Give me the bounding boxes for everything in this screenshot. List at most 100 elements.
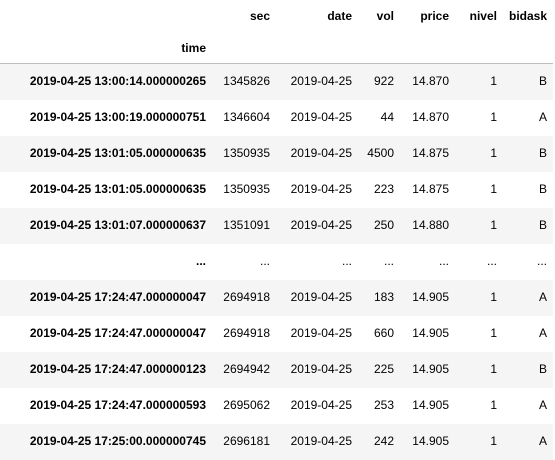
cell-vol: 250	[373, 218, 394, 232]
cell-vol: 223	[373, 182, 394, 196]
row-index-time: 2019-04-25 13:01:05.000000635	[29, 182, 206, 196]
column-header-price: price	[420, 9, 449, 23]
row-index-time: 2019-04-25 17:24:47.000000047	[29, 290, 206, 304]
cell-price: 14.905	[412, 434, 449, 448]
table-header: sec date vol price nivel bidask time	[0, 0, 553, 64]
row-index-time: 2019-04-25 17:24:47.000000123	[29, 362, 206, 376]
cell-vol: 44	[380, 110, 394, 124]
column-header-date: date	[327, 9, 352, 23]
index-row-blank	[503, 33, 553, 64]
table-row: 2019-04-25 13:00:19.000000751 1346604 2019…	[0, 100, 553, 136]
cell-bidask: A	[538, 326, 547, 340]
cell-sec: 1346604	[223, 110, 270, 124]
row-index-time: 2019-04-25 17:24:47.000000593	[29, 398, 206, 412]
cell-price: 14.880	[412, 218, 449, 232]
cell-vol: 660	[373, 326, 394, 340]
cell-vol: 183	[373, 290, 394, 304]
index-name-header: time	[181, 40, 206, 55]
cell-date: 2019-04-25	[290, 398, 352, 412]
cell-nivel: 1	[490, 182, 497, 196]
cell-nivel: 1	[490, 146, 497, 160]
row-index-time: 2019-04-25 13:00:14.000000265	[29, 74, 206, 89]
row-index-time: ...	[195, 254, 206, 268]
cell-nivel: 1	[490, 290, 497, 304]
cell-price: 14.905	[412, 362, 449, 376]
cell-date: 2019-04-25	[290, 290, 352, 304]
column-header-row: sec date vol price nivel bidask	[0, 0, 553, 33]
cell-sec: 1350935	[223, 182, 270, 196]
cell-nivel: 1	[490, 398, 497, 412]
row-index-time: 2019-04-25 13:00:19.000000751	[29, 110, 206, 124]
row-index-time: 2019-04-25 13:01:05.000000635	[29, 146, 206, 160]
cell-nivel: 1	[490, 74, 497, 89]
table-row: 2019-04-25 17:24:47.000000593 2695062 2019…	[0, 388, 553, 424]
cell-date: 2019-04-25	[290, 326, 352, 340]
table-row: 2019-04-25 13:01:07.000000637 1351091 2019…	[0, 207, 553, 244]
row-index-time: 2019-04-25 17:25:00.000000745	[29, 434, 206, 448]
cell-bidask: B	[538, 74, 547, 89]
table-row: 2019-04-25 17:25:00.000000745 2696181 2019…	[0, 423, 553, 460]
table-body: 2019-04-25 13:00:14.000000265 1345826 2019…	[0, 63, 553, 460]
cell-price: 14.905	[412, 290, 449, 304]
cell-sec: 2695062	[223, 398, 270, 412]
cell-date: 2019-04-25	[290, 146, 352, 160]
cell-bidask: B	[538, 218, 547, 232]
cell-sec: 1351091	[223, 218, 270, 232]
cell-date: 2019-04-25	[290, 110, 352, 124]
cell-bidask: B	[538, 182, 547, 196]
table-row: 2019-04-25 13:01:05.000000635 1350935 2019…	[0, 135, 553, 172]
row-index-time: 2019-04-25 13:01:07.000000637	[29, 218, 206, 232]
table-row: .....................	[0, 244, 553, 280]
column-header-sec: sec	[249, 9, 270, 23]
index-row-blank	[276, 33, 358, 64]
cell-price: 14.905	[412, 326, 449, 340]
cell-sec: 2694942	[223, 362, 270, 376]
table-row: 2019-04-25 17:24:47.000000047 2694918 2019…	[0, 279, 553, 316]
cell-bidask: A	[538, 398, 547, 412]
cell-nivel: 1	[490, 326, 497, 340]
cell-date: ...	[341, 254, 352, 268]
cell-sec: 2694918	[223, 326, 270, 340]
cell-price: 14.875	[412, 146, 449, 160]
cell-bidask: ...	[536, 254, 547, 268]
cell-bidask: B	[538, 362, 547, 376]
cell-date: 2019-04-25	[290, 362, 352, 376]
column-header-vol: vol	[376, 9, 394, 23]
cell-vol: 242	[373, 434, 394, 448]
table-row: 2019-04-25 13:01:05.000000635 1350935 2019…	[0, 172, 553, 208]
cell-bidask: A	[538, 290, 547, 304]
cell-nivel: ...	[486, 254, 497, 268]
table-row: 2019-04-25 17:24:47.000000123 2694942 2019…	[0, 351, 553, 388]
cell-bidask: A	[538, 434, 547, 448]
cell-date: 2019-04-25	[290, 434, 352, 448]
cell-date: 2019-04-25	[290, 182, 352, 196]
cell-nivel: 1	[490, 362, 497, 376]
row-index-time: 2019-04-25 17:24:47.000000047	[29, 326, 206, 340]
cell-bidask: B	[538, 146, 547, 160]
cell-price: 14.870	[412, 110, 449, 124]
cell-sec: 2696181	[223, 434, 270, 448]
column-header-bidask: bidask	[509, 9, 548, 23]
index-row-blank	[400, 33, 455, 64]
cell-nivel: 1	[490, 110, 497, 124]
index-name-row: time	[0, 33, 553, 64]
table-row: 2019-04-25 17:24:47.000000047 2694918 2019…	[0, 316, 553, 352]
cell-vol: 253	[373, 398, 394, 412]
cell-sec: 1345826	[223, 74, 270, 89]
cell-date: 2019-04-25	[290, 218, 352, 232]
cell-vol: 225	[373, 362, 394, 376]
index-row-blank	[358, 33, 400, 64]
cell-price: 14.870	[412, 74, 449, 89]
index-row-blank	[455, 33, 503, 64]
index-row-blank	[212, 33, 276, 64]
cell-sec: ...	[259, 254, 270, 268]
cell-price: ...	[438, 254, 449, 268]
cell-vol: 922	[373, 74, 394, 89]
cell-sec: 2694918	[223, 290, 270, 304]
table-row: 2019-04-25 13:00:14.000000265 1345826 2019…	[0, 63, 553, 100]
column-header-nivel: nivel	[469, 9, 497, 23]
cell-price: 14.875	[412, 182, 449, 196]
cell-bidask: A	[538, 110, 547, 124]
cell-nivel: 1	[490, 218, 497, 232]
